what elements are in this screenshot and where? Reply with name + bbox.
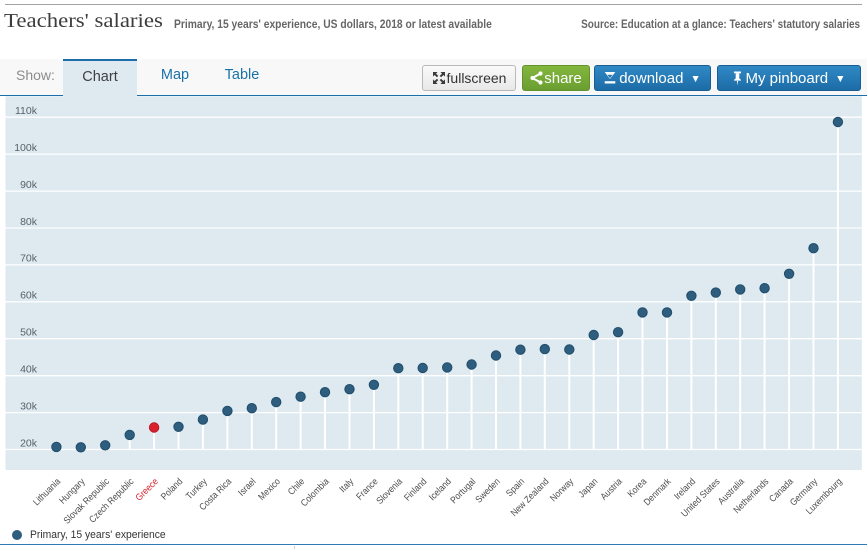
svg-text:Austria: Austria	[598, 476, 624, 502]
svg-text:Norway: Norway	[548, 476, 576, 504]
svg-text:20k: 20k	[20, 437, 38, 449]
svg-text:Greece: Greece	[133, 476, 160, 503]
svg-text:30k: 30k	[20, 400, 38, 412]
svg-text:70k: 70k	[20, 253, 38, 265]
svg-text:60k: 60k	[20, 290, 38, 302]
svg-text:Denmark: Denmark	[642, 476, 674, 508]
svg-text:Slovenia: Slovenia	[374, 476, 404, 506]
svg-text:110k: 110k	[15, 105, 38, 117]
svg-text:Israel: Israel	[236, 476, 258, 498]
svg-text:100k: 100k	[14, 142, 38, 154]
svg-text:Finland: Finland	[402, 476, 429, 503]
svg-text:90k: 90k	[20, 179, 38, 191]
svg-text:Italy: Italy	[337, 476, 356, 495]
svg-text:80k: 80k	[20, 216, 38, 228]
svg-text:Sweden: Sweden	[473, 476, 502, 505]
svg-text:Lithuania: Lithuania	[31, 476, 62, 507]
svg-text:Mexico: Mexico	[256, 476, 282, 502]
svg-text:50k: 50k	[20, 327, 38, 339]
svg-text:Poland: Poland	[159, 476, 185, 502]
svg-text:40k: 40k	[20, 364, 38, 376]
svg-text:Chile: Chile	[286, 476, 307, 497]
svg-text:Japan: Japan	[576, 476, 600, 500]
svg-text:Portugal: Portugal	[448, 476, 478, 506]
